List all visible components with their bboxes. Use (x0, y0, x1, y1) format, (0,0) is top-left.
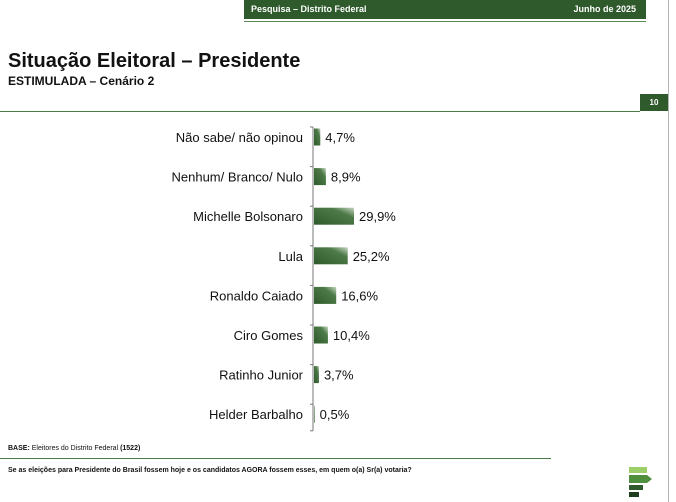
base-note: BASE: Eleitores do Distrito Federal (152… (8, 445, 140, 452)
page-edge-divider (668, 0, 669, 502)
bar (314, 326, 328, 344)
category-label: Helder Barbalho (209, 407, 303, 422)
survey-question: Se as eleições para Presidente do Brasil… (8, 467, 412, 474)
footer-divider (0, 458, 551, 459)
base-text: Eleitores do Distrito Federal (31, 445, 119, 452)
bar (314, 247, 348, 265)
value-label: 29,9% (359, 209, 396, 224)
category-label: Ciro Gomes (234, 328, 304, 343)
category-label: Ratinho Junior (219, 368, 303, 383)
value-label: 0,5% (320, 407, 350, 422)
page-subtitle: ESTIMULADA – Cenário 2 (8, 74, 155, 88)
header-bar: Pesquisa – Distrito Federal Junho de 202… (244, 0, 646, 19)
header-divider (244, 21, 646, 22)
category-label: Michelle Bolsonaro (193, 209, 303, 224)
page-title: Situação Eleitoral – Presidente (8, 50, 301, 72)
base-label: BASE: (8, 445, 30, 452)
value-label: 4,7% (325, 130, 355, 145)
bar (314, 207, 354, 225)
value-label: 8,9% (331, 170, 361, 185)
value-label: 3,7% (324, 368, 354, 383)
base-count: (1522) (120, 445, 141, 452)
bar (314, 128, 321, 146)
bar (314, 366, 319, 384)
survey-label: Pesquisa – Distrito Federal (251, 4, 367, 14)
title-divider (0, 111, 640, 112)
category-label: Ronaldo Caiado (210, 288, 303, 303)
chart-layer: Não sabe/ não opinou 4,7% Nenhum/ Branco/ … (171, 126, 396, 432)
value-label: 10,4% (333, 328, 370, 343)
bar (314, 168, 326, 186)
page-number-badge: 10 (640, 94, 668, 111)
category-label: Lula (278, 249, 303, 264)
value-label: 16,6% (341, 288, 378, 303)
logo-icon (629, 467, 652, 497)
category-label: Nenhum/ Branco/ Nulo (171, 170, 303, 185)
bar (314, 286, 337, 304)
category-label: Não sabe/ não opinou (176, 130, 303, 145)
value-label: 25,2% (353, 249, 390, 264)
bar (314, 405, 315, 423)
vote-intention-bar-chart: Não sabe/ não opinou 4,7% Nenhum/ Branco/ … (171, 126, 396, 432)
survey-date: Junho de 2025 (573, 4, 636, 14)
